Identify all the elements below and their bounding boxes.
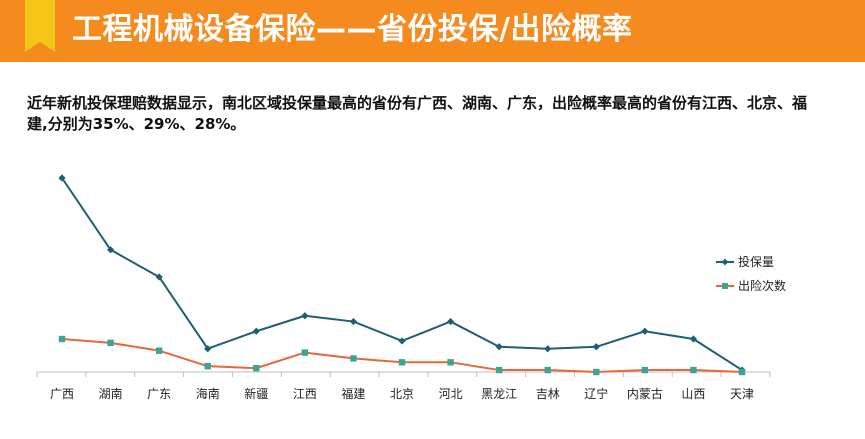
data-point bbox=[689, 335, 698, 343]
data-point bbox=[155, 347, 163, 354]
x-tick-label: 江西 bbox=[293, 387, 317, 401]
x-tick-label: 海南 bbox=[196, 386, 220, 401]
data-point bbox=[592, 343, 600, 351]
bookmark-ribbon-icon bbox=[25, 0, 55, 52]
data-point bbox=[398, 337, 406, 345]
data-point bbox=[544, 366, 551, 374]
title-bar: 工程机械设备保险——省份投保/出险概率 bbox=[0, 0, 865, 62]
data-point bbox=[447, 359, 454, 366]
data-point bbox=[690, 366, 697, 374]
data-point bbox=[544, 345, 552, 353]
x-tick-label: 吉林 bbox=[536, 387, 560, 401]
data-point bbox=[204, 362, 211, 370]
data-point bbox=[495, 366, 503, 374]
data-point bbox=[106, 246, 115, 254]
x-tick-label: 广西 bbox=[50, 387, 74, 401]
data-point bbox=[58, 174, 66, 182]
data-point bbox=[301, 349, 309, 356]
x-tick-label: 广东 bbox=[147, 387, 171, 401]
legend-marker bbox=[722, 283, 728, 289]
page-title: 工程机械设备保险——省份投保/出险概率 bbox=[72, 12, 633, 47]
x-tick-label: 湖南 bbox=[99, 386, 123, 401]
x-tick-label: 福建 bbox=[341, 386, 365, 401]
x-tick-label: 山西 bbox=[681, 387, 705, 401]
data-point bbox=[495, 343, 503, 351]
legend-marker bbox=[721, 258, 729, 266]
x-tick-label: 北京 bbox=[390, 387, 414, 401]
x-tick-label: 黑龙江 bbox=[481, 387, 517, 401]
legend-label: 投保量 bbox=[738, 254, 774, 269]
data-point bbox=[301, 312, 309, 320]
data-point bbox=[398, 359, 406, 366]
description-text: 近年新机投保理赔数据显示，南北区域投保量最高的省份有广西、湖南、广东，出险概率最… bbox=[27, 94, 808, 133]
data-point bbox=[252, 327, 260, 335]
data-point bbox=[204, 345, 212, 353]
data-point bbox=[641, 327, 649, 335]
data-point bbox=[107, 339, 114, 347]
data-point bbox=[738, 368, 746, 376]
data-point bbox=[58, 335, 66, 343]
data-point bbox=[641, 366, 649, 374]
x-tick-label: 内蒙古 bbox=[627, 386, 663, 401]
data-point bbox=[349, 317, 358, 326]
data-point bbox=[350, 355, 357, 362]
x-tick-label: 新疆 bbox=[244, 386, 268, 401]
x-tick-label: 天津 bbox=[730, 387, 754, 401]
x-tick-label: 河北 bbox=[439, 387, 463, 401]
data-point bbox=[155, 273, 163, 281]
x-tick-label: 辽宁 bbox=[584, 386, 608, 401]
data-point bbox=[253, 364, 260, 372]
legend-label: 出险次数 bbox=[738, 278, 786, 293]
data-point bbox=[446, 317, 455, 326]
data-point bbox=[593, 368, 600, 376]
